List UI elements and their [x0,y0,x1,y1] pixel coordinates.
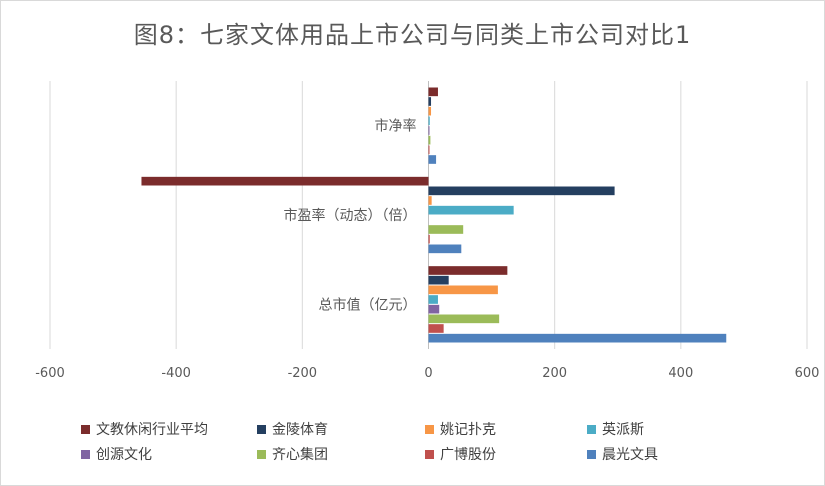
legend-swatch [425,424,434,434]
bar-3-8 [428,333,727,343]
legend-label: 齐心集团 [272,447,328,463]
legend-label: 广博股份 [440,447,496,463]
legend-item: 晨光文具 [587,444,658,464]
chart-title: 图8：七家文体用品上市公司与同类上市公司对比1 [133,21,692,49]
bar-3-4 [428,295,438,304]
legend-swatch [587,449,596,459]
x-tick-label: 200 [542,366,567,381]
bar-3-1 [428,266,508,275]
legend-item: 创源文化 [81,444,152,464]
legend-swatch [257,449,266,459]
x-tick-label: -600 [35,366,65,381]
bar-2-3 [428,196,432,205]
bar-1-4 [428,116,430,126]
legend-swatch [257,424,266,434]
category-label: 市净率 [375,118,417,135]
bar-2-4 [428,205,514,215]
bar-2-1 [141,176,429,186]
legend-label: 金陵体育 [272,422,328,438]
bar-3-6 [428,314,500,324]
legend-label: 晨光文具 [602,447,658,463]
legend-swatch [425,449,434,459]
legend-swatch [587,424,596,434]
legend-item: 文教休闲行业平均 [81,419,208,439]
x-tick-label: 600 [795,366,820,381]
bar-3-7 [428,324,444,333]
category-label: 总市值（亿元） [319,296,417,313]
x-tick-label: -400 [161,366,191,381]
bar-2-2 [428,186,615,196]
legend-label: 文教休闲行业平均 [96,422,208,438]
legend-swatch [81,424,90,434]
bar-1-3 [428,106,432,116]
x-tick-label: -200 [288,366,318,381]
bar-3-3 [428,285,498,295]
legend-item: 金陵体育 [257,419,328,439]
bar-1-6 [428,135,431,145]
bar-2-8 [428,244,462,254]
bar-1-7 [428,145,430,155]
bar-2-6 [428,225,464,234]
legend-label: 创源文化 [96,447,152,463]
bar-3-5 [428,304,440,314]
legend-label: 英派斯 [602,422,644,438]
bar-1-2 [428,97,432,106]
legend-item: 英派斯 [587,419,644,439]
bar-3-2 [428,275,449,285]
legend-item: 齐心集团 [257,444,328,464]
legend-label: 姚记扑克 [440,422,496,438]
legend-swatch [81,449,90,459]
category-label: 市盈率（动态）（倍） [284,207,417,224]
bar-2-7 [428,234,430,244]
x-tick-label: 0 [424,366,432,381]
bar-1-8 [428,155,437,164]
legend-item: 广博股份 [425,444,496,464]
legend-item: 姚记扑克 [425,419,496,439]
x-tick-label: 400 [668,366,693,381]
bar-1-5 [428,126,430,135]
bar-1-1 [428,87,438,97]
